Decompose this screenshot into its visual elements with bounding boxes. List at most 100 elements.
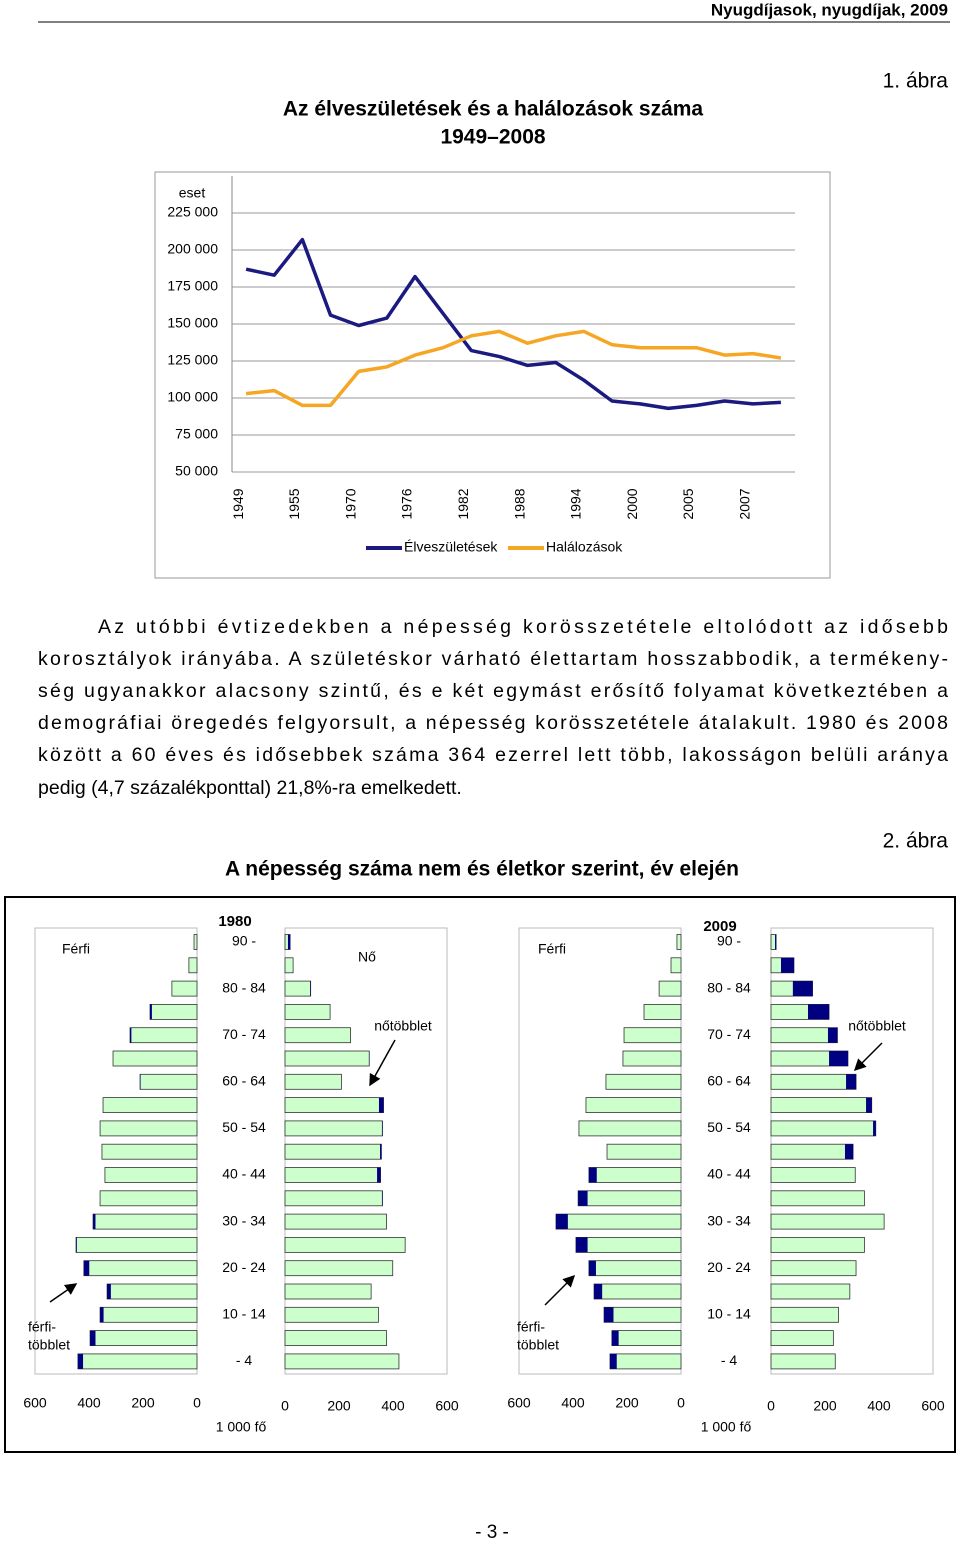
female-excess bbox=[807, 1004, 830, 1020]
male-excess bbox=[90, 1330, 96, 1346]
male-bar bbox=[609, 1353, 682, 1370]
x-tick-label: 600 bbox=[921, 1398, 945, 1414]
y-tick-label: 175 000 bbox=[167, 278, 218, 294]
x-tick-label: 600 bbox=[23, 1395, 47, 1411]
female-bar bbox=[770, 1237, 865, 1253]
paragraph-line: pedig (4,7 százalékponttal) 21,8%-ra eme… bbox=[38, 777, 462, 799]
female-bar bbox=[770, 1330, 834, 1346]
male-bar bbox=[606, 1143, 682, 1160]
pyramid-year: 2009 bbox=[703, 918, 736, 935]
x-tick-label: 1949 bbox=[230, 488, 246, 519]
female-bar bbox=[284, 1050, 370, 1067]
female-bar bbox=[284, 1120, 383, 1137]
male-bar bbox=[89, 1330, 198, 1346]
legend-label: Halálozások bbox=[546, 539, 623, 555]
male-excess bbox=[107, 1284, 111, 1299]
x-tick-label: 2007 bbox=[736, 488, 752, 519]
female-excess bbox=[775, 934, 777, 950]
female-excess bbox=[873, 1120, 876, 1136]
female-bar bbox=[284, 1167, 381, 1183]
age-label: 40 - 44 bbox=[222, 1166, 266, 1182]
age-label: 30 - 34 bbox=[222, 1212, 266, 1228]
annotation: többlet bbox=[28, 1337, 70, 1353]
age-label: 80 - 84 bbox=[222, 979, 266, 995]
male-bar bbox=[188, 957, 198, 974]
x-axis-label: 1 000 fő bbox=[216, 1419, 267, 1435]
age-label: 90 - bbox=[717, 933, 741, 949]
male-bar bbox=[611, 1330, 682, 1346]
male-excess bbox=[588, 1167, 597, 1183]
female-bar bbox=[770, 1073, 857, 1090]
age-label: 70 - 74 bbox=[222, 1026, 266, 1042]
female-excess bbox=[846, 1074, 857, 1090]
male-bar bbox=[102, 1097, 198, 1113]
age-label: 60 - 64 bbox=[707, 1073, 751, 1089]
male-excess bbox=[609, 1353, 617, 1369]
x-tick-label: 200 bbox=[813, 1398, 837, 1414]
female-bar bbox=[284, 1237, 406, 1253]
male-bar bbox=[171, 980, 198, 997]
x-tick-label: 400 bbox=[77, 1395, 101, 1411]
female-bar bbox=[770, 1260, 857, 1277]
female-bar bbox=[770, 1027, 838, 1044]
female-bar bbox=[284, 1353, 400, 1370]
figure-label: 2. ábra bbox=[883, 830, 949, 853]
female-excess bbox=[829, 1051, 848, 1066]
male-bar bbox=[99, 1190, 198, 1207]
female-bar bbox=[770, 1097, 873, 1113]
male-excess bbox=[150, 1004, 152, 1020]
female-bar bbox=[770, 1143, 854, 1160]
female-bar bbox=[770, 1283, 851, 1300]
male-bar bbox=[193, 934, 198, 950]
paragraph-line: között a 60 éves és idősebbek száma 364 … bbox=[38, 744, 948, 766]
male-bar bbox=[622, 1050, 682, 1067]
male-excess bbox=[588, 1260, 596, 1276]
male-excess bbox=[76, 1237, 77, 1253]
x-tick-label: 400 bbox=[867, 1398, 891, 1414]
male-bar bbox=[112, 1050, 198, 1067]
figure-label: 1. ábra bbox=[883, 70, 949, 93]
chart-subtitle: 1949–2008 bbox=[440, 126, 545, 149]
x-tick-label: 1970 bbox=[342, 488, 358, 519]
chart-title: Az élveszületések és a halálozások száma bbox=[283, 98, 704, 121]
female-excess bbox=[780, 957, 794, 973]
male-excess bbox=[130, 1027, 132, 1043]
x-tick-label: 0 bbox=[281, 1398, 289, 1414]
x-tick-label: 1994 bbox=[568, 488, 584, 519]
header: Nyugdíjasok, nyugdíjak, 2009 bbox=[711, 0, 948, 19]
series-label: Férfi bbox=[62, 941, 90, 957]
male-bar bbox=[77, 1353, 198, 1370]
male-bar bbox=[75, 1237, 198, 1253]
male-excess bbox=[77, 1353, 84, 1369]
female-excess bbox=[866, 1097, 872, 1113]
male-bar bbox=[129, 1027, 198, 1044]
male-bar bbox=[577, 1190, 682, 1207]
x-tick-label: 200 bbox=[327, 1398, 351, 1414]
male-excess bbox=[575, 1237, 588, 1253]
female-excess bbox=[381, 1120, 383, 1136]
x-axis-label: 1 000 fő bbox=[701, 1419, 752, 1435]
age-label: 20 - 24 bbox=[222, 1259, 266, 1275]
female-bar bbox=[770, 1306, 839, 1323]
series-line bbox=[245, 329, 782, 408]
figure-frame bbox=[4, 896, 956, 1453]
female-excess bbox=[844, 1144, 854, 1160]
x-tick-label: 200 bbox=[615, 1395, 639, 1411]
chart-frame bbox=[154, 171, 831, 579]
pyramid-year: 1980 bbox=[218, 913, 251, 930]
arrow bbox=[853, 1042, 883, 1072]
female-excess bbox=[827, 1027, 838, 1043]
x-tick-label: 2005 bbox=[680, 488, 696, 519]
male-bar bbox=[99, 1120, 198, 1137]
paragraph-line: ség ugyanakkor alacsony szintű, és e két… bbox=[38, 680, 948, 702]
male-bar bbox=[588, 1167, 682, 1183]
y-tick-label: 75 000 bbox=[175, 426, 218, 442]
male-bar bbox=[676, 934, 682, 950]
male-bar bbox=[555, 1213, 682, 1230]
female-excess bbox=[380, 1144, 382, 1160]
male-bar bbox=[623, 1027, 682, 1044]
age-label: 20 - 24 bbox=[707, 1259, 751, 1275]
male-bar bbox=[575, 1237, 682, 1253]
series-line bbox=[245, 237, 781, 411]
